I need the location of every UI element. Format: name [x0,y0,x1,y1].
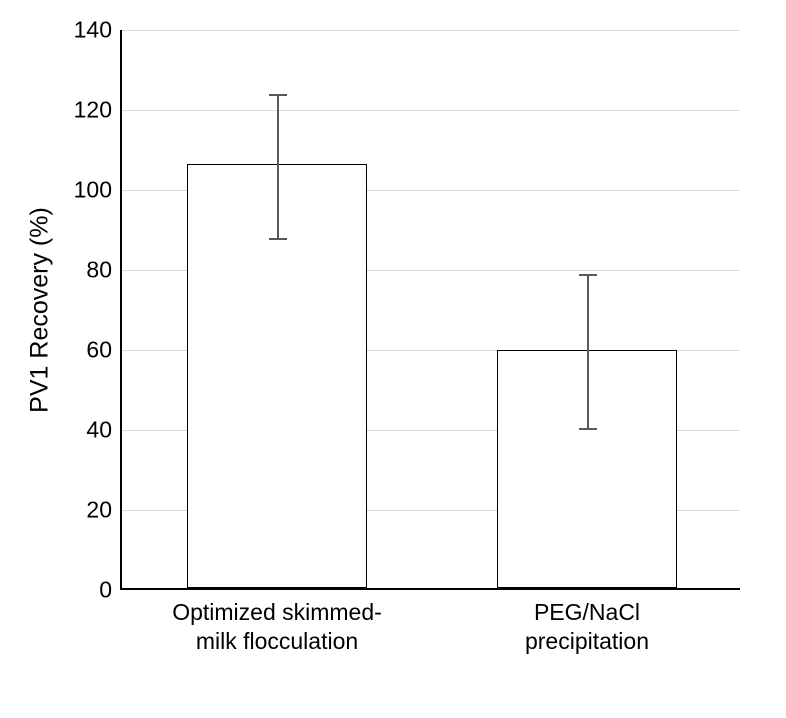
x-tick-label: Optimized skimmed-milk flocculation [172,588,382,656]
chart-container: PV1 Recovery (%) 020406080100120140Optim… [0,0,786,718]
y-tick-label: 20 [86,497,122,524]
y-axis-label: PV1 Recovery (%) [26,207,55,413]
plot-area: 020406080100120140Optimized skimmed-milk… [120,30,740,590]
y-tick-label: 40 [86,417,122,444]
gridline [122,30,740,31]
y-tick-label: 0 [99,577,122,604]
y-tick-label: 140 [74,17,122,44]
y-tick-label: 60 [86,337,122,364]
y-tick-label: 80 [86,257,122,284]
gridline [122,110,740,111]
x-tick-label: PEG/NaClprecipitation [525,588,649,656]
y-tick-label: 120 [74,97,122,124]
y-tick-label: 100 [74,177,122,204]
